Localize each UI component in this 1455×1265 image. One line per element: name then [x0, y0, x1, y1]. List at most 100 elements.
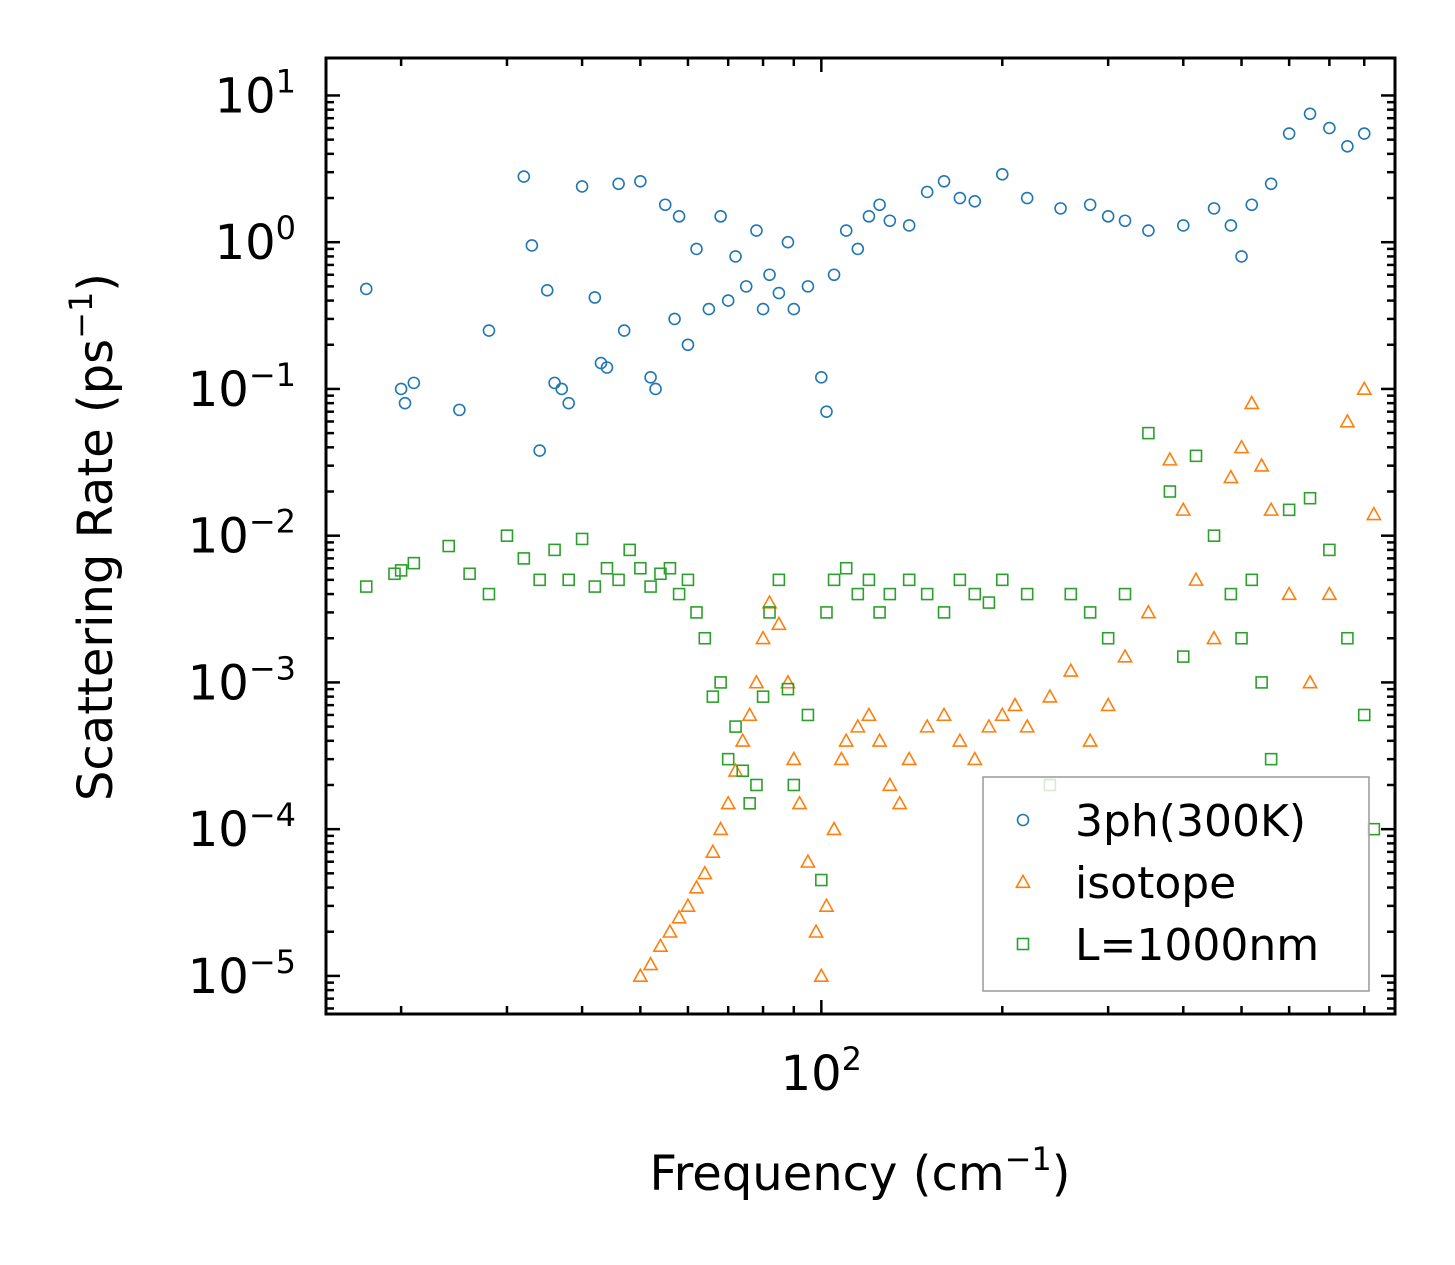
data-point: [1117, 648, 1133, 663]
y-tick-label: 100: [215, 209, 296, 271]
data-point: [838, 732, 855, 747]
data-point: [815, 371, 828, 384]
data-point: [681, 573, 695, 587]
data-point: [1224, 219, 1238, 232]
data-point: [1100, 696, 1117, 712]
data-point: [704, 843, 721, 858]
data-point: [453, 403, 466, 417]
data-point: [1054, 202, 1067, 215]
data-point: [968, 587, 982, 601]
data-point: [634, 561, 647, 575]
data-point: [1101, 631, 1115, 645]
x-axis-label-sup: −1: [1005, 1140, 1052, 1178]
data-point: [548, 376, 561, 390]
data-point: [482, 324, 496, 337]
y-tick-label: 10−4: [188, 796, 296, 858]
data-point: [827, 573, 841, 587]
data-point: [388, 567, 401, 581]
data-point: [1118, 214, 1132, 228]
data-point: [600, 361, 614, 374]
data-point: [672, 210, 686, 223]
data-point: [658, 198, 672, 212]
data-point: [827, 268, 841, 282]
data-point: [785, 750, 802, 766]
data-point: [1207, 202, 1221, 215]
data-point: [1263, 501, 1280, 516]
data-point: [891, 795, 908, 810]
data-point: [849, 718, 866, 733]
data-point: [801, 280, 815, 293]
data-point: [394, 564, 408, 577]
data-point: [1176, 650, 1190, 663]
data-point: [720, 795, 737, 810]
data-point: [982, 596, 996, 609]
data-point: [1264, 177, 1278, 191]
data-point: [632, 967, 649, 982]
data-point: [1189, 449, 1203, 463]
data-point: [801, 708, 815, 722]
data-point: [623, 543, 636, 557]
data-point: [901, 750, 918, 766]
data-point: [787, 302, 801, 316]
data-point: [649, 382, 662, 396]
data-point: [820, 606, 833, 619]
data-point: [1341, 631, 1354, 645]
data-point: [902, 219, 916, 232]
legend-label: 3ph(300K): [1075, 796, 1306, 847]
data-point: [1064, 587, 1078, 601]
y-axis-label-end: ): [68, 273, 124, 292]
data-point: [994, 706, 1011, 722]
data-point: [980, 718, 997, 733]
data-point: [1083, 606, 1097, 619]
data-point: [634, 175, 647, 188]
data-point: [1282, 127, 1296, 140]
data-point: [756, 302, 770, 316]
data-point: [706, 690, 720, 703]
data-point: [1245, 198, 1259, 212]
data-point: [1367, 822, 1381, 836]
data-point: [714, 676, 727, 689]
data-point: [787, 778, 801, 792]
y-tick-label: 10−1: [188, 356, 296, 418]
data-point: [862, 573, 876, 587]
data-point: [818, 897, 835, 912]
data-point: [359, 580, 373, 593]
data-point: [1282, 503, 1296, 517]
data-point: [533, 444, 546, 457]
data-point: [763, 606, 776, 619]
data-point: [772, 573, 786, 587]
data-point: [883, 587, 897, 601]
series-square: [359, 426, 1381, 887]
data-point: [862, 210, 876, 223]
data-point: [548, 543, 561, 557]
data-point: [1243, 394, 1260, 410]
data-point: [1303, 107, 1317, 121]
legend-label: isotope: [1075, 858, 1236, 909]
data-point: [756, 690, 770, 703]
data-point: [681, 338, 695, 352]
data-point: [833, 750, 850, 766]
data-point: [671, 909, 688, 924]
data-point: [1255, 676, 1268, 689]
data-point: [702, 302, 716, 316]
data-point: [826, 820, 843, 836]
data-point: [1281, 585, 1298, 601]
data-point: [668, 312, 681, 326]
y-axis-label: Scattering Rate (ps−1): [62, 273, 124, 801]
data-point: [920, 587, 934, 601]
data-point: [1062, 662, 1079, 677]
y-tick-label: 10−5: [188, 943, 296, 1005]
data-point: [741, 706, 758, 722]
data-point: [902, 573, 916, 587]
data-point: [1176, 219, 1190, 232]
data-point: [679, 897, 696, 912]
data-point: [1302, 674, 1318, 689]
data-point: [672, 587, 686, 601]
data-point: [729, 250, 742, 263]
data-point: [1020, 191, 1034, 205]
legend-label: L=1000nm: [1075, 920, 1319, 971]
series-layer: [359, 107, 1382, 982]
data-point: [600, 561, 614, 575]
data-point: [1161, 451, 1178, 466]
